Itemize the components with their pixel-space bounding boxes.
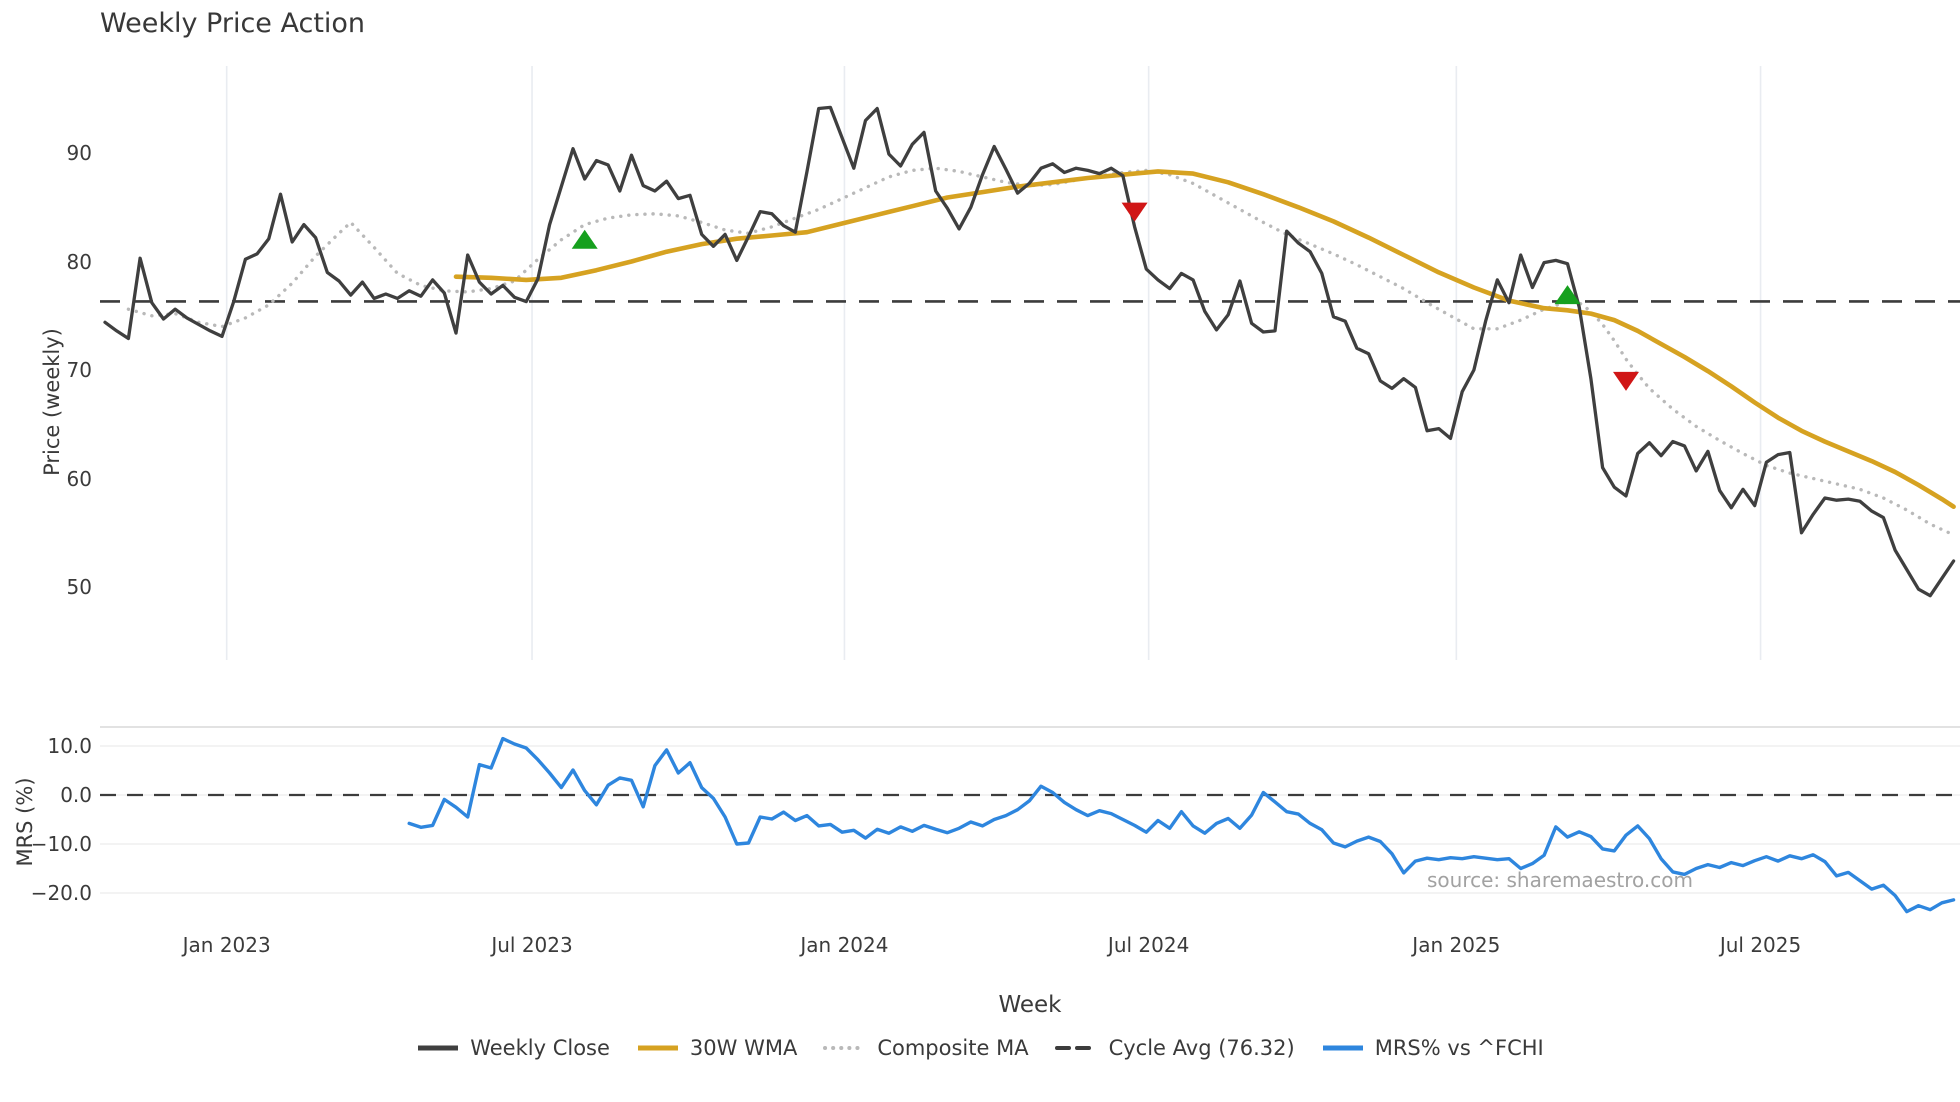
price-ytick: 60	[66, 466, 92, 491]
mrs-line	[407, 736, 1956, 914]
mrs-ytick: 0.0	[60, 783, 92, 807]
legend-swatch-icon	[637, 1045, 678, 1051]
legend-swatch-icon	[418, 1045, 459, 1051]
legend-label: Composite MA	[877, 1036, 1029, 1060]
week-axis-label: Week	[998, 992, 1062, 1018]
mrs-ytick: −20.0	[30, 881, 92, 905]
legend-label: MRS% vs ^FCHI	[1374, 1036, 1544, 1060]
legend-item-composite-ma: Composite MA	[823, 1036, 1029, 1060]
legend-label: Weekly Close	[470, 1036, 610, 1060]
legend-item-weekly-close: Weekly Close	[416, 1036, 610, 1060]
mrs-ytick: −10.0	[30, 832, 92, 856]
legend: Weekly Close 30W WMA Composite MA Cycle …	[0, 1036, 1960, 1060]
xtick-jan-2024: Jan 2024	[800, 933, 889, 957]
wma-line	[453, 169, 1956, 509]
xtick-jan-2025: Jan 2025	[1412, 933, 1501, 957]
xtick-jul-2023: Jul 2023	[491, 933, 573, 957]
mrs-axis-label: MRS (%)	[13, 777, 37, 867]
mrs-ytick: 10.0	[47, 734, 92, 758]
weekly-close-line	[103, 105, 1956, 598]
buy-signal-marker	[1554, 285, 1581, 305]
price-ytick: 90	[66, 141, 92, 165]
chart-title: Weekly Price Action	[100, 8, 366, 39]
composite-ma-line	[126, 166, 1956, 537]
price-ytick: 50	[66, 575, 92, 599]
watermark-text: source: sharemaestro.com	[1427, 868, 1693, 892]
price-axis-label: Price (weekly)	[40, 328, 64, 476]
legend-swatch-icon	[823, 1046, 868, 1050]
legend-item-mrs-vs-fchi: MRS% vs ^FCHI	[1321, 1036, 1544, 1060]
xtick-jan-2023: Jan 2023	[182, 933, 271, 957]
price-ytick: 80	[66, 249, 92, 274]
legend-item-30w-wma: 30W WMA	[636, 1036, 797, 1060]
legend-swatch-icon	[1054, 1046, 1099, 1050]
xtick-jul-2025: Jul 2025	[1719, 933, 1802, 957]
buy-signal-marker	[571, 229, 598, 249]
sell-signal-marker	[1613, 371, 1639, 391]
legend-label: 30W WMA	[689, 1036, 798, 1060]
legend-item-cycle-avg-76-32-: Cycle Avg (76.32)	[1054, 1036, 1295, 1060]
legend-swatch-icon	[1322, 1045, 1363, 1051]
legend-label: Cycle Avg (76.32)	[1108, 1036, 1295, 1060]
price-ytick: 70	[66, 358, 92, 382]
xtick-jul-2024: Jul 2024	[1107, 933, 1190, 957]
sell-signal-marker	[1121, 202, 1148, 222]
